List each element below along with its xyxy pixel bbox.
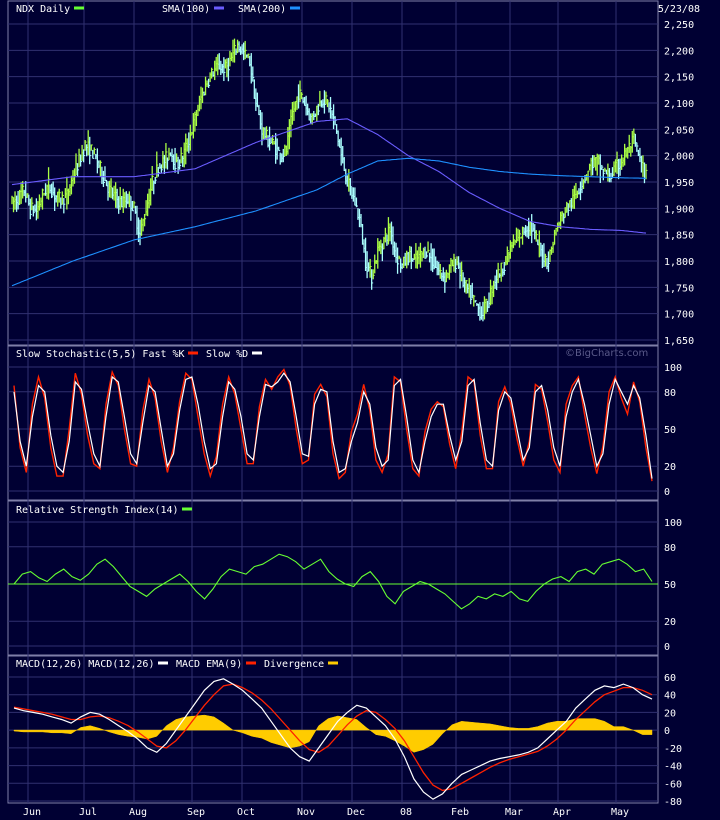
- y-tick-label: 20: [664, 617, 676, 628]
- y-tick-label: -20: [664, 744, 682, 755]
- y-tick-label: 0: [664, 642, 670, 653]
- y-tick-label: 1,700: [664, 310, 694, 321]
- y-tick-label: 50: [664, 580, 676, 591]
- y-tick-label: 100: [664, 518, 682, 529]
- y-tick-label: -60: [664, 779, 682, 790]
- legend-label-slowstochastic-1: Slow %D: [206, 349, 248, 360]
- chart-date: 5/23/08: [658, 4, 700, 15]
- sma100-line: [11, 118, 647, 234]
- x-tick-label: Aug: [129, 807, 147, 818]
- y-tick-label: 0: [664, 487, 670, 498]
- legend-label-relativestrengthindex-0: Relative Strength Index(14): [16, 505, 179, 516]
- y-tick-label: 80: [664, 543, 676, 554]
- y-tick-label: -80: [664, 797, 682, 808]
- stoch-slow-d-line: [13, 372, 653, 479]
- x-tick-label: May: [611, 807, 629, 818]
- y-tick-label: 2,150: [664, 73, 694, 84]
- macd-line: [13, 678, 653, 800]
- y-tick-label: 2,200: [664, 46, 694, 57]
- rsi-line: [13, 553, 653, 610]
- y-tick-label: 2,000: [664, 152, 694, 163]
- y-tick-label: 1,850: [664, 231, 694, 242]
- y-tick-label: -40: [664, 762, 682, 773]
- x-tick-label: Feb: [451, 807, 469, 818]
- macd-divergence-area: [13, 714, 653, 753]
- macd-ema-line: [13, 683, 653, 792]
- watermark: ©BigCharts.com: [565, 348, 648, 359]
- y-tick-label: 60: [664, 673, 676, 684]
- y-tick-label: 20: [664, 462, 676, 473]
- panel-border-2: [7, 500, 659, 656]
- y-tick-label: 50: [664, 425, 676, 436]
- legend-label-slowstochastic-0: Slow Stochastic(5,5) Fast %K: [16, 349, 185, 360]
- legend-label-1: SMA(100): [162, 4, 210, 15]
- y-tick-label: 1,800: [664, 257, 694, 268]
- y-tick-label: 1,650: [664, 336, 694, 347]
- sma200-line: [11, 157, 646, 287]
- x-tick-label: Sep: [187, 807, 205, 818]
- y-tick-label: 0: [664, 726, 670, 737]
- x-tick-label: Jul: [79, 807, 97, 818]
- y-tick-label: 1,950: [664, 178, 694, 189]
- x-tick-label: 08: [400, 807, 412, 818]
- legend-label-macd-0: MACD(12,26) MACD(12,26): [16, 659, 154, 670]
- stoch-fast-k-line: [13, 368, 653, 482]
- y-tick-label: 20: [664, 708, 676, 719]
- y-tick-label: 2,250: [664, 20, 694, 31]
- x-tick-label: Apr: [553, 807, 571, 818]
- legend-label-macd-2: Divergence: [264, 659, 324, 670]
- y-tick-label: 1,750: [664, 283, 694, 294]
- panel-border-1: [7, 345, 659, 501]
- y-tick-label: 80: [664, 388, 676, 399]
- legend-label-macd-1: MACD EMA(9): [176, 659, 242, 670]
- x-tick-label: Nov: [297, 807, 315, 818]
- x-tick-label: Mar: [505, 807, 523, 818]
- y-tick-label: 2,050: [664, 125, 694, 136]
- y-tick-label: 1,900: [664, 204, 694, 215]
- x-tick-label: Jun: [23, 807, 41, 818]
- y-tick-label: 2,100: [664, 99, 694, 110]
- y-tick-label: 100: [664, 363, 682, 374]
- y-tick-label: 40: [664, 691, 676, 702]
- legend-label-2: SMA(200): [238, 4, 286, 15]
- x-tick-label: Oct: [237, 807, 255, 818]
- legend-label-0: NDX Daily: [16, 4, 70, 15]
- x-tick-label: Dec: [347, 807, 365, 818]
- panel-border-0: [7, 0, 659, 346]
